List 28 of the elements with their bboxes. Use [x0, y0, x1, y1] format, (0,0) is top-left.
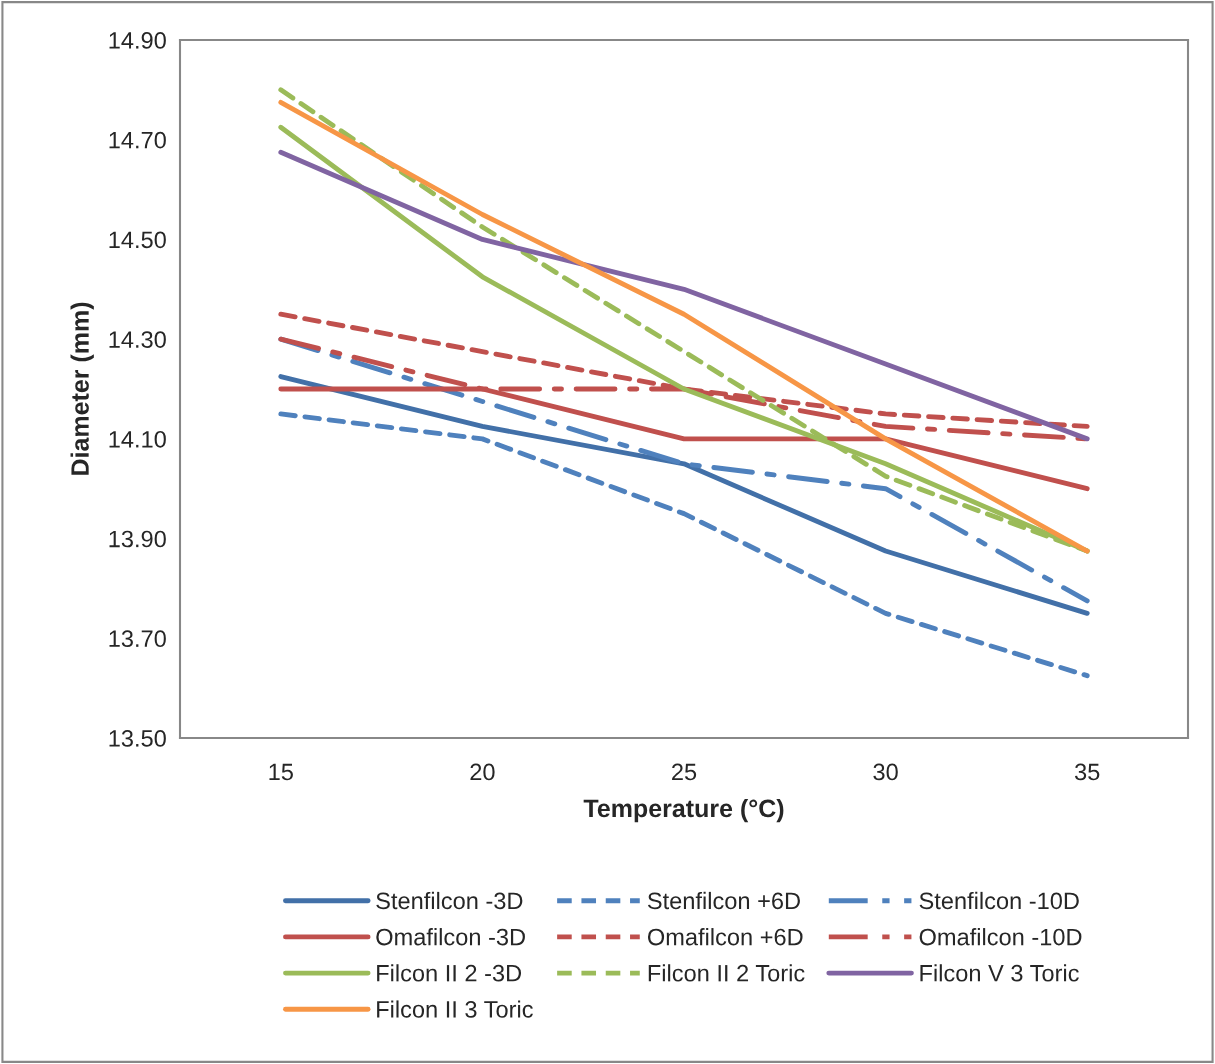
x-tick-label: 35: [1074, 763, 1100, 781]
line-series: [278, 411, 1090, 679]
y-tick-label: 14.30: [109, 331, 166, 348]
y-tick-label: 13.50: [109, 730, 166, 747]
legend-label: Stenfilcon -3D: [376, 891, 523, 910]
legend-label: Omafilcon -10D: [919, 928, 1082, 946]
legend-label: Filcon II 2 -3D: [377, 964, 522, 982]
x-axis-title: Temperature (°C): [583, 798, 784, 823]
legend-label: Filcon II 3 Toric: [377, 1000, 533, 1018]
legend-label: Filcon II 2 Toric: [648, 964, 805, 982]
line-series: [278, 374, 1090, 616]
y-tick-label: 13.70: [109, 630, 166, 648]
legend-label: Omafilcon -3D: [376, 928, 525, 946]
x-tick-label: 25: [672, 763, 697, 781]
y-axis-title: Diameter (mm): [70, 302, 94, 475]
legend-label: Omafilcon +6D: [647, 928, 803, 946]
y-tick-label: 13.90: [109, 530, 166, 548]
legend-label: Stenfilcon -10D: [919, 891, 1079, 910]
y-tick-label: 14.90: [109, 32, 166, 49]
line-series: [278, 149, 1090, 442]
x-tick-label: 15: [269, 763, 293, 781]
x-tick-label: 30: [873, 763, 898, 781]
y-tick-label: 14.50: [109, 231, 166, 249]
legend-label: Stenfilcon +6D: [647, 891, 800, 910]
legend-label: Filcon V 3 Toric: [920, 964, 1079, 982]
y-tick-label: 14.70: [109, 131, 166, 149]
y-tick-label: 14.10: [109, 430, 166, 448]
x-tick-label: 20: [470, 763, 495, 781]
